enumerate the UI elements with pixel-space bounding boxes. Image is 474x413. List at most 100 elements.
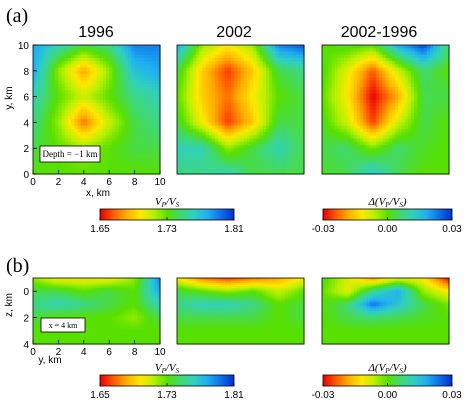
heatmap-cell [112,61,117,65]
heatmap-cell [48,109,53,114]
heatmap-cell [42,167,47,172]
heatmap-cell [433,141,437,146]
heatmap-cell [221,167,226,172]
heatmap-cell [196,51,200,56]
heatmap-cell [205,138,210,143]
heatmap-cell [112,161,117,165]
heatmap-cell [45,125,50,130]
heatmap-cell [410,138,415,143]
heatmap-cell [265,48,270,53]
heatmap-cell [300,115,305,120]
heatmap-cell [211,86,216,91]
heatmap-cell [215,141,219,146]
heatmap-cell [115,86,120,91]
heatmap-cell [331,74,336,78]
heatmap-cell [250,106,254,111]
heatmap-cell [243,148,248,153]
heatmap-cell [128,167,133,172]
heatmap-cell [83,138,88,143]
heatmap-cell [442,45,447,49]
heatmap-cell [208,57,213,62]
heatmap-cell [262,93,267,98]
heatmap-cell [426,64,431,69]
heatmap-cell [208,122,213,127]
heatmap-cell [375,54,380,59]
heatmap-cell [147,48,152,53]
heatmap-cell [192,93,197,98]
heatmap-cell [61,119,66,123]
heatmap-cell [360,138,364,143]
heatmap-cell [144,90,148,94]
heatmap-cell [234,161,238,165]
heatmap-cell [61,83,66,88]
heatmap-cell [140,282,145,286]
heatmap-cell [74,93,79,98]
heatmap-cell [347,128,352,133]
heatmap-cell [218,103,223,107]
heatmap-cell [294,112,299,117]
heatmap-cell [322,57,326,62]
heatmap-cell [297,103,302,107]
heatmap-cell [153,86,158,91]
heatmap-cell [417,103,422,107]
heatmap-cell [297,96,302,101]
heatmap-cell [196,132,200,136]
heatmap-cell [218,74,223,78]
heatmap-cell [328,148,333,153]
heatmap-cell [86,96,91,101]
heatmap-a-diff [321,44,450,175]
heatmap-cell [189,99,194,104]
heatmap-cell [36,54,40,59]
heatmap-cell [150,70,155,75]
heatmap-cell [288,80,292,85]
heatmap-cell [256,144,261,149]
heatmap-cell [269,90,273,94]
heatmap-cell [199,61,203,65]
heatmap-cell [234,80,238,85]
heatmap-cell [240,157,245,162]
heatmap-cell [436,99,441,104]
heatmap-cell [52,132,56,136]
heatmap-cell [278,74,283,78]
heatmap-cell [33,77,37,82]
heatmap-cell [202,74,207,78]
heatmap-cell [259,74,264,78]
heatmap-cell [55,284,59,287]
heatmap-cell [300,67,305,72]
heatmap-cell [45,103,50,107]
heatmap-cell [375,51,380,56]
heatmap-cell [33,93,37,98]
heatmap-cell [153,112,158,117]
heatmap-cell [344,151,348,156]
heatmap-cell [90,74,94,78]
heatmap-cell [442,109,447,114]
heatmap-cell [106,54,110,59]
heatmap-cell [52,284,56,287]
heatmap-cell [379,54,383,59]
heatmap-cell [125,45,129,49]
heatmap-cell [153,51,158,56]
heatmap-cell [265,148,270,153]
heatmap-cell [144,282,148,286]
heatmap-cell [407,132,412,136]
heatmap-cell [278,115,283,120]
heatmap-cell [199,115,203,120]
heatmap-cell [205,157,210,162]
heatmap-cell [218,51,223,56]
heatmap-cell [58,279,63,282]
heatmap-cell [269,51,273,56]
heatmap-cell [42,125,47,130]
heatmap-cell [325,164,329,169]
heatmap-cell [423,74,428,78]
heatmap-cell [128,164,133,169]
heatmap-cell [398,125,402,130]
heatmap-cell [64,67,69,72]
heatmap-cell [379,164,383,169]
heatmap-cell [208,64,213,69]
heatmap-cell [445,99,450,104]
heatmap-cell [388,64,393,69]
heatmap-cell [436,93,441,98]
heatmap-cell [234,103,238,107]
heatmap-cell [445,106,450,111]
heatmap-cell [237,109,242,114]
